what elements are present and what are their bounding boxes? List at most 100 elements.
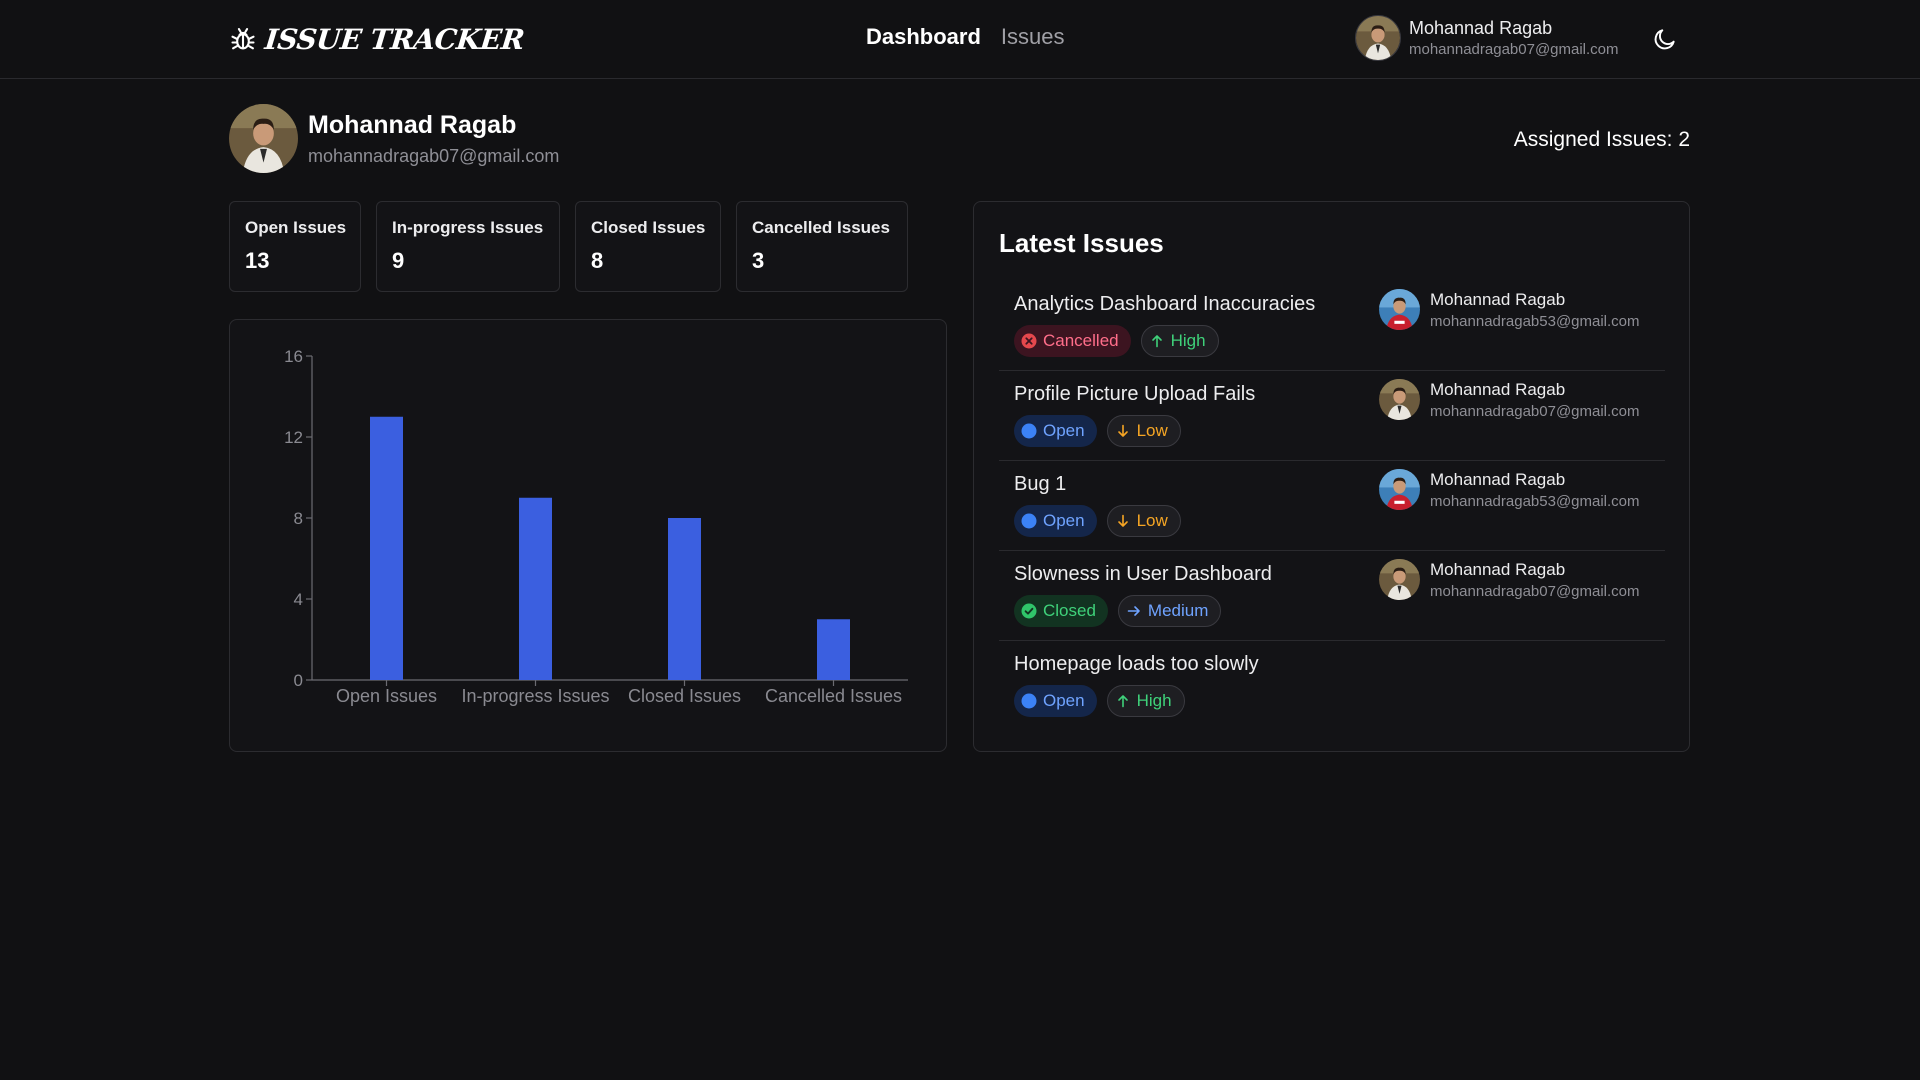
issue-assignee: Mohannad Ragab mohannadragab07@gmail.com bbox=[1379, 559, 1640, 600]
bug-icon bbox=[231, 28, 255, 50]
y-tick-label: 12 bbox=[284, 428, 303, 447]
issue-title[interactable]: Bug 1 bbox=[1014, 473, 1067, 495]
issue-badges: Closed Medium bbox=[1014, 595, 1222, 627]
main-nav: Dashboard Issues bbox=[866, 24, 1065, 50]
y-tick-label: 4 bbox=[294, 590, 303, 609]
issue-assignee: Mohannad Ragab mohannadragab07@gmail.com bbox=[1379, 379, 1640, 420]
nav-user-menu[interactable]: Mohannad Ragab mohannadragab07@gmail.com bbox=[1355, 15, 1619, 61]
status-badge: Open bbox=[1014, 685, 1097, 717]
chart-bar bbox=[817, 619, 850, 680]
dot-circle-icon bbox=[1021, 423, 1037, 439]
stat-card-closed: Closed Issues 8 bbox=[575, 201, 721, 292]
assignee-email: mohannadragab53@gmail.com bbox=[1430, 312, 1640, 330]
stat-label: Closed Issues bbox=[591, 218, 706, 237]
stat-card-cancelled: Cancelled Issues 3 bbox=[736, 201, 908, 292]
issues-bar-chart: 0 4 8 12 16 Open Issues In-progress Issues Clos… bbox=[284, 347, 908, 706]
status-badge-label: Open bbox=[1043, 421, 1085, 440]
x-tick-label: Cancelled Issues bbox=[765, 686, 902, 706]
priority-badge-label: Low bbox=[1136, 511, 1168, 530]
assignee-avatar bbox=[1379, 379, 1420, 420]
latest-issues-list: Analytics Dashboard Inaccuracies Cancelle… bbox=[999, 281, 1665, 731]
issue-assignee: Mohannad Ragab mohannadragab53@gmail.com bbox=[1379, 469, 1640, 510]
arrow-up-icon bbox=[1117, 695, 1128, 708]
latest-issues-panel: Latest Issues Analytics Dashboard Inaccu… bbox=[973, 201, 1690, 752]
x-tick-label: Open Issues bbox=[336, 686, 437, 706]
stat-label: Open Issues bbox=[245, 218, 347, 237]
issue-row[interactable]: Slowness in User Dashboard Closed Medium Mo… bbox=[999, 551, 1665, 641]
chart-bar bbox=[370, 416, 403, 680]
stat-label: Cancelled Issues bbox=[752, 218, 890, 237]
stat-value: 13 bbox=[245, 248, 270, 273]
stat-card-open: Open Issues 13 bbox=[229, 201, 361, 292]
status-badge-label: Closed bbox=[1043, 601, 1096, 620]
assigned-issues-count: Assigned Issues: 2 bbox=[1513, 128, 1690, 151]
issue-title[interactable]: Profile Picture Upload Fails bbox=[1014, 383, 1256, 405]
dot-circle-icon bbox=[1021, 513, 1037, 529]
stat-card-in-progress: In-progress Issues 9 bbox=[376, 201, 560, 292]
issue-assignee: Mohannad Ragab mohannadragab53@gmail.com bbox=[1379, 289, 1640, 330]
profile-email: mohannadragab07@gmail.com bbox=[308, 145, 560, 166]
priority-badge: High bbox=[1106, 685, 1185, 717]
issue-title[interactable]: Analytics Dashboard Inaccuracies bbox=[1014, 293, 1316, 315]
moon-icon[interactable] bbox=[1652, 26, 1678, 52]
status-badge-label: Open bbox=[1043, 691, 1085, 710]
assignee-email: mohannadragab53@gmail.com bbox=[1430, 492, 1640, 510]
status-badge: Cancelled bbox=[1014, 325, 1131, 357]
assignee-name: Mohannad Ragab bbox=[1430, 379, 1566, 399]
nav-user-avatar[interactable] bbox=[1355, 15, 1401, 61]
stat-value: 3 bbox=[752, 248, 765, 273]
issue-row[interactable]: Bug 1 Open Low Mohannad Ragab mohannadragab5… bbox=[999, 461, 1665, 551]
priority-badge: Low bbox=[1106, 505, 1181, 537]
assignee-name: Mohannad Ragab bbox=[1430, 469, 1566, 489]
priority-badge: Low bbox=[1106, 415, 1181, 447]
nav-user-email: mohannadragab07@gmail.com bbox=[1409, 41, 1619, 58]
stat-value: 8 bbox=[591, 248, 604, 273]
issue-title[interactable]: Homepage loads too slowly bbox=[1014, 653, 1259, 675]
assignee-avatar bbox=[1379, 559, 1420, 600]
y-tick-label: 8 bbox=[294, 509, 303, 528]
dot-circle-icon bbox=[1021, 693, 1037, 709]
chart-bar bbox=[519, 497, 552, 680]
arrow-down-icon bbox=[1117, 424, 1128, 437]
issue-title[interactable]: Slowness in User Dashboard bbox=[1014, 563, 1272, 585]
status-badge: Closed bbox=[1014, 595, 1108, 627]
issue-badges: Cancelled High bbox=[1014, 325, 1219, 357]
y-tick-label: 16 bbox=[284, 347, 303, 366]
app-logo[interactable]: ISSUE TRACKER bbox=[229, 20, 526, 58]
nav-user-name: Mohannad Ragab bbox=[1409, 18, 1553, 38]
priority-badge-label: High bbox=[1136, 691, 1172, 710]
latest-issues-title: Latest Issues bbox=[999, 228, 1164, 258]
issue-badges: Open Low bbox=[1014, 415, 1181, 447]
status-badge: Open bbox=[1014, 415, 1097, 447]
issue-row[interactable]: Profile Picture Upload Fails Open Low Mohan… bbox=[999, 371, 1665, 461]
nav-link-dashboard[interactable]: Dashboard bbox=[866, 24, 981, 49]
stat-value: 9 bbox=[392, 248, 405, 273]
issue-row[interactable]: Analytics Dashboard Inaccuracies Cancelle… bbox=[999, 281, 1665, 371]
assignee-name: Mohannad Ragab bbox=[1430, 559, 1566, 579]
priority-badge: High bbox=[1140, 325, 1219, 357]
assignee-avatar bbox=[1379, 469, 1420, 510]
priority-badge-label: High bbox=[1170, 331, 1206, 350]
assignee-name: Mohannad Ragab bbox=[1430, 289, 1566, 309]
nav-link-issues[interactable]: Issues bbox=[1000, 24, 1065, 49]
stats-row: Open Issues 13 In-progress Issues 9 Clos… bbox=[229, 201, 908, 292]
assignee-avatar bbox=[1379, 289, 1420, 330]
y-tick-label: 0 bbox=[294, 671, 303, 690]
assignee-email: mohannadragab07@gmail.com bbox=[1430, 582, 1640, 600]
app-title: ISSUE TRACKER bbox=[263, 22, 526, 56]
profile-name: Mohannad Ragab bbox=[308, 110, 517, 139]
status-badge-label: Open bbox=[1043, 511, 1085, 530]
issue-badges: Open Low bbox=[1014, 505, 1181, 537]
chart-bar bbox=[668, 518, 701, 680]
stat-label: In-progress Issues bbox=[392, 218, 544, 237]
profile-header: Mohannad Ragab mohannadragab07@gmail.com bbox=[229, 104, 559, 173]
issue-badges: Open High bbox=[1014, 685, 1185, 717]
issue-row[interactable]: Homepage loads too slowly Open High bbox=[999, 641, 1665, 731]
priority-badge-label: Low bbox=[1136, 421, 1168, 440]
priority-badge: Medium bbox=[1117, 595, 1222, 627]
profile-avatar bbox=[229, 104, 298, 173]
arrow-right-icon bbox=[1127, 606, 1140, 616]
assignee-email: mohannadragab07@gmail.com bbox=[1430, 402, 1640, 420]
x-tick-label: In-progress Issues bbox=[461, 686, 609, 706]
x-tick-label: Closed Issues bbox=[628, 686, 741, 706]
